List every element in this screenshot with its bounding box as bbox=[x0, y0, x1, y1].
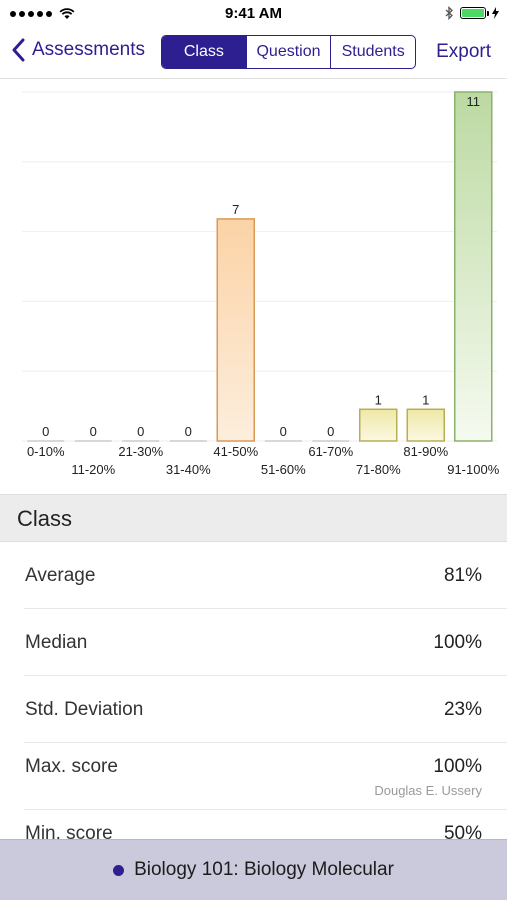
stat-value: 50% bbox=[443, 823, 482, 844]
stats-list: Average 81% Median 100% Std. Deviation 2… bbox=[0, 542, 507, 877]
stat-label: Max. score bbox=[25, 756, 118, 777]
segment-class[interactable]: Class bbox=[162, 36, 246, 68]
battery-icon bbox=[460, 7, 489, 19]
charging-bolt-icon bbox=[492, 7, 499, 19]
bluetooth-icon bbox=[445, 6, 453, 20]
data-label: 0 bbox=[327, 424, 334, 439]
tick-label: 81-90% bbox=[403, 444, 448, 459]
tick-label: 91-100% bbox=[447, 462, 499, 477]
data-label: 7 bbox=[232, 202, 239, 217]
tick-label: 41-50% bbox=[213, 444, 258, 459]
data-label: 0 bbox=[137, 424, 144, 439]
stat-label: Std. Deviation bbox=[25, 699, 144, 720]
wifi-icon bbox=[59, 8, 75, 19]
tick-label: 51-60% bbox=[261, 462, 306, 477]
data-label: 0 bbox=[90, 424, 97, 439]
data-label: 1 bbox=[422, 392, 429, 407]
section-title: Class bbox=[17, 506, 73, 531]
export-button[interactable]: Export bbox=[436, 41, 491, 62]
course-bullet-icon bbox=[113, 864, 125, 876]
course-selector[interactable]: Biology 101: Biology Molecular bbox=[0, 839, 507, 900]
stat-value: 100% bbox=[433, 632, 482, 653]
tick-label: 11-20% bbox=[71, 462, 115, 477]
score-distribution-chart: 0 0-10% 0 11-20% 0 21-30% 0 31-40% 7 41-50% 0 51-60… bbox=[0, 80, 507, 490]
status-time: 9:41 AM bbox=[225, 5, 282, 22]
stat-row-median: Median 100% bbox=[24, 609, 507, 676]
stat-label: Average bbox=[25, 565, 96, 586]
segment-question[interactable]: Question bbox=[245, 36, 331, 68]
stat-value: 23% bbox=[443, 699, 482, 720]
bar-71-80%[interactable] bbox=[359, 408, 398, 442]
data-label: 11 bbox=[467, 94, 481, 109]
tick-label: 31-40% bbox=[166, 462, 211, 477]
data-label: 0 bbox=[280, 424, 287, 439]
tick-label: 61-70% bbox=[308, 444, 353, 459]
data-label: 0 bbox=[185, 424, 192, 439]
stat-row-std-deviation: Std. Deviation 23% bbox=[24, 676, 507, 743]
navigation-bar: Assessments Class Question Students Expo… bbox=[0, 28, 507, 79]
course-title: Biology 101: Biology Molecular bbox=[134, 859, 394, 880]
segmented-control: Class Question Students bbox=[161, 35, 416, 69]
bar-41-50%[interactable] bbox=[216, 218, 255, 442]
stat-row-average: Average 81% bbox=[24, 542, 507, 609]
segment-students[interactable]: Students bbox=[330, 36, 415, 68]
back-button[interactable]: Assessments bbox=[12, 38, 145, 62]
stat-value: 81% bbox=[443, 565, 482, 586]
back-button-label: Assessments bbox=[32, 39, 145, 60]
bar-91-100%[interactable] bbox=[454, 91, 493, 442]
stat-value: 100% bbox=[433, 756, 482, 777]
section-header: Class bbox=[0, 494, 507, 542]
tick-label: 71-80% bbox=[356, 462, 401, 477]
chevron-left-icon bbox=[12, 38, 25, 62]
data-label: 1 bbox=[375, 392, 382, 407]
score-histogram: 0 0-10% 0 11-20% 0 21-30% 0 31-40% 7 41-50% 0 51-60… bbox=[22, 91, 500, 477]
stat-label: Median bbox=[25, 632, 88, 653]
stat-row-max-score: Max. score 100% Douglas E. Ussery bbox=[24, 743, 507, 810]
tick-label: 21-30% bbox=[118, 444, 163, 459]
data-label: 0 bbox=[42, 424, 49, 439]
tick-label: 0-10% bbox=[27, 444, 65, 459]
status-bar: 9:41 AM bbox=[0, 0, 507, 28]
stat-label: Min. score bbox=[25, 823, 113, 844]
bar-81-90%[interactable] bbox=[406, 408, 445, 442]
signal-strength-icon bbox=[10, 8, 75, 20]
max-score-student: Douglas E. Ussery bbox=[374, 783, 482, 798]
